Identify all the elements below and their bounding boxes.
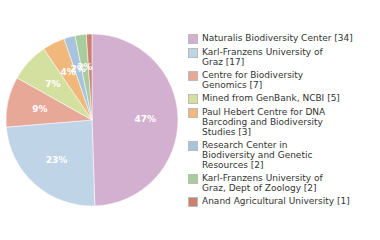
svg-text:47%: 47% [135,114,157,124]
html-text:Karl-Franzens University of Gr: Karl-Franzens University of Graz [17] [202,47,323,67]
svg-text:2%: 2% [77,62,92,72]
svg-text:23%: 23% [46,155,68,165]
html-text:Mined from GenBank, NCBI [5]: Mined from GenBank, NCBI [5] [202,93,340,103]
html-text:Research Center in Biodiversit: Research Center in Biodiversity and Gene… [202,140,313,170]
svg-text:7%: 7% [45,79,60,89]
html-text:Anand Agricultural University: Anand Agricultural University [1] [202,196,350,206]
html-text:Karl-Franzens University of Gr: Karl-Franzens University of Graz, Dept o… [202,173,323,193]
html-text:Paul Hebert Centre for DNA Bar: Paul Hebert Centre for DNA Barcoding and… [202,107,326,137]
svg-text:9%: 9% [32,104,47,114]
html-text:Naturalis Biodiversity Center: Naturalis Biodiversity Center [34] [202,33,353,43]
svg-text:4%: 4% [60,67,76,78]
html-text:Centre for Biodiversity Genomi: Centre for Biodiversity Genomics [7] [202,70,304,90]
